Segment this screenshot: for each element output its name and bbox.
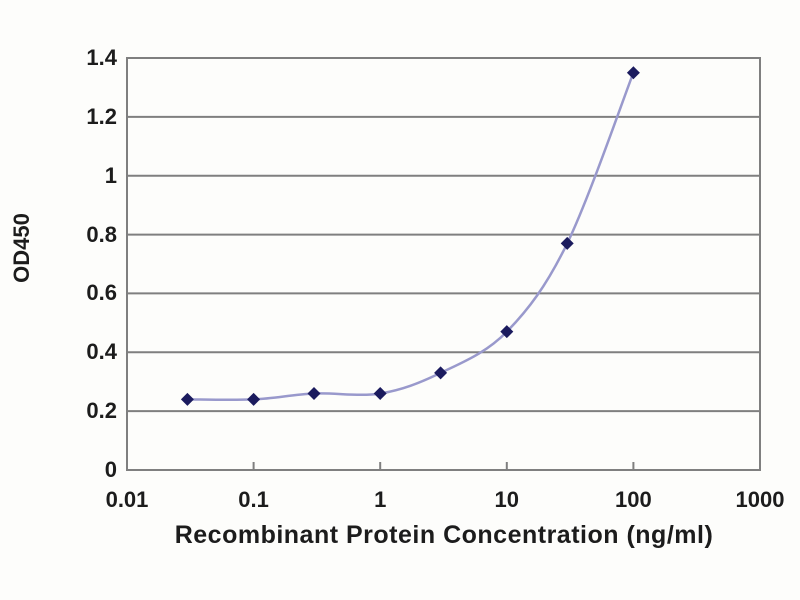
- data-point: [247, 392, 261, 406]
- y-tick-label: 1.2: [86, 103, 117, 129]
- y-tick-label: 1.4: [86, 45, 117, 70]
- data-point: [626, 66, 640, 80]
- y-tick-label: 0.2: [86, 398, 117, 424]
- data-point: [373, 386, 387, 400]
- x-tick-label: 0.1: [238, 487, 269, 512]
- y-tick-label: 0.4: [86, 339, 117, 365]
- data-point: [307, 386, 321, 400]
- data-point: [560, 236, 574, 250]
- data-point: [434, 366, 448, 380]
- y-tick-label: 0.6: [86, 280, 117, 306]
- x-tick-label: 100: [615, 487, 652, 512]
- x-axis-title: Recombinant Protein Concentration (ng/ml…: [174, 521, 714, 549]
- series-line: [187, 72, 635, 402]
- plot-border: [126, 57, 761, 471]
- data-point: [500, 325, 514, 339]
- x-tick-label: 1000: [735, 487, 785, 512]
- x-tick-label: 0.01: [105, 487, 149, 512]
- x-tick-label: 10: [494, 487, 520, 512]
- data-point: [180, 392, 194, 406]
- y-tick-label: 0: [104, 457, 117, 482]
- x-tick-label: 1: [374, 487, 387, 512]
- y-tick-label: 1: [104, 162, 117, 188]
- y-tick-label: 0.8: [86, 221, 117, 247]
